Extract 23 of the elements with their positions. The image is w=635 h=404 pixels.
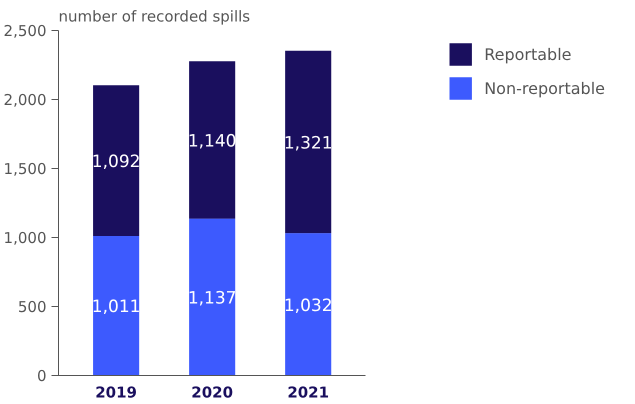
bar (189, 61, 236, 219)
y-tick-label: 1,500 (4, 160, 47, 178)
bar (285, 233, 332, 376)
y-tick-label: 0 (36, 367, 47, 385)
y-tick-label: 2,000 (4, 91, 47, 109)
bar (189, 218, 236, 376)
data-label: 1,092 (92, 152, 140, 172)
y-tick-label: 500 (18, 298, 47, 316)
data-label: 1,032 (284, 296, 333, 316)
y-tick-label: 1,000 (4, 229, 47, 247)
x-tick-label: 2020 (191, 384, 234, 402)
legend-label: Non-reportable (484, 78, 605, 98)
x-tick-label: 2019 (95, 384, 137, 402)
data-label: 1,011 (92, 297, 140, 318)
bar (93, 85, 140, 236)
data-label: 1,137 (188, 288, 236, 309)
y-axis-title: number of recorded spills (58, 8, 250, 26)
legend-label: Reportable (484, 44, 572, 64)
bar (93, 236, 140, 376)
y-tick-label: 2,500 (4, 22, 47, 40)
x-tick-label: 2021 (287, 384, 330, 402)
data-label: 1,321 (284, 133, 333, 154)
bar (285, 50, 332, 234)
